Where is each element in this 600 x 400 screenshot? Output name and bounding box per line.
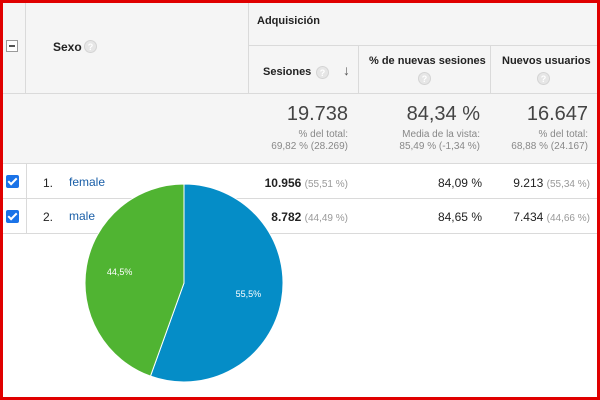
row-checkbox[interactable] [6, 175, 19, 188]
help-icon[interactable]: ? [316, 66, 329, 79]
total-caption-value: 68,88 % (24.167) [511, 141, 588, 152]
sessions-column-header[interactable]: Sesiones [263, 66, 312, 78]
row-checkbox[interactable] [6, 210, 19, 223]
total-sessions-detail: % del total: 69,82 % (28.269) [271, 129, 348, 153]
total-caption-value: 69,82 % (28.269) [271, 141, 348, 152]
column-divider [26, 164, 27, 234]
new-users-column-header[interactable]: Nuevos usuarios [502, 55, 591, 67]
pie-label-female: 55,5% [236, 289, 262, 299]
sessions-value: 10.956 [264, 176, 302, 190]
dimension-column-title[interactable]: Sexo [53, 40, 82, 54]
metric-group-title: Adquisición [257, 15, 320, 27]
new-users-pct: (55,34 %) [546, 179, 590, 190]
total-caption: Media de la vista: [402, 129, 480, 140]
row-index: 2. [43, 210, 54, 224]
sessions-pct: (55,51 %) [304, 179, 348, 190]
new-users-pct: (44,66 %) [546, 213, 590, 224]
total-sessions: 19.738 [286, 103, 348, 125]
deselect-all-checkbox[interactable] [6, 40, 18, 52]
pie-label-male: 44,5% [107, 267, 133, 277]
new-users-value: 9.213 [513, 176, 544, 190]
new-sessions-pct-cell: 84,65 % [437, 210, 482, 224]
new-sessions-column-header[interactable]: % de nuevas sesiones [369, 55, 486, 67]
total-caption-value: 85,49 % (-1,34 %) [399, 141, 480, 152]
sessions-pct: (44,49 %) [304, 213, 348, 224]
dimension-header [3, 3, 248, 94]
dimension-link-male[interactable]: male [69, 209, 96, 223]
dimension-link-female[interactable]: female [69, 175, 106, 189]
new-users-cell: 9.213 (55,34 %) [513, 176, 590, 190]
header-divider [248, 45, 597, 46]
help-icon[interactable]: ? [418, 72, 431, 85]
total-new-sessions-detail: Media de la vista: 85,49 % (-1,34 %) [399, 129, 480, 153]
total-new-users: 16.647 [526, 103, 588, 125]
new-sessions-pct-cell: 84,09 % [437, 176, 482, 190]
row-index: 1. [43, 176, 54, 190]
sessions-cell: 8.782 (44,49 %) [271, 210, 348, 224]
table-row [3, 164, 597, 199]
pie-chart[interactable]: 55,5% 44,5% [83, 182, 285, 384]
total-caption: % del total: [298, 129, 348, 140]
totals-row [3, 94, 597, 164]
sessions-cell: 10.956 (55,51 %) [265, 176, 348, 190]
new-users-value: 7.434 [513, 210, 544, 224]
total-new-sessions-pct: 84,34 % [406, 103, 480, 125]
help-icon[interactable]: ? [537, 72, 550, 85]
sessions-value: 8.782 [271, 210, 302, 224]
new-users-cell: 7.434 (44,66 %) [513, 210, 590, 224]
total-caption: % del total: [538, 129, 588, 140]
help-icon[interactable]: ? [84, 40, 97, 53]
sort-descending-icon[interactable]: ↓ [343, 62, 350, 78]
pie-slice-female[interactable] [149, 183, 284, 383]
checkbox-column-header [3, 3, 26, 94]
pie-slice-male[interactable] [84, 183, 185, 377]
total-new-users-detail: % del total: 68,88 % (24.167) [511, 129, 588, 153]
